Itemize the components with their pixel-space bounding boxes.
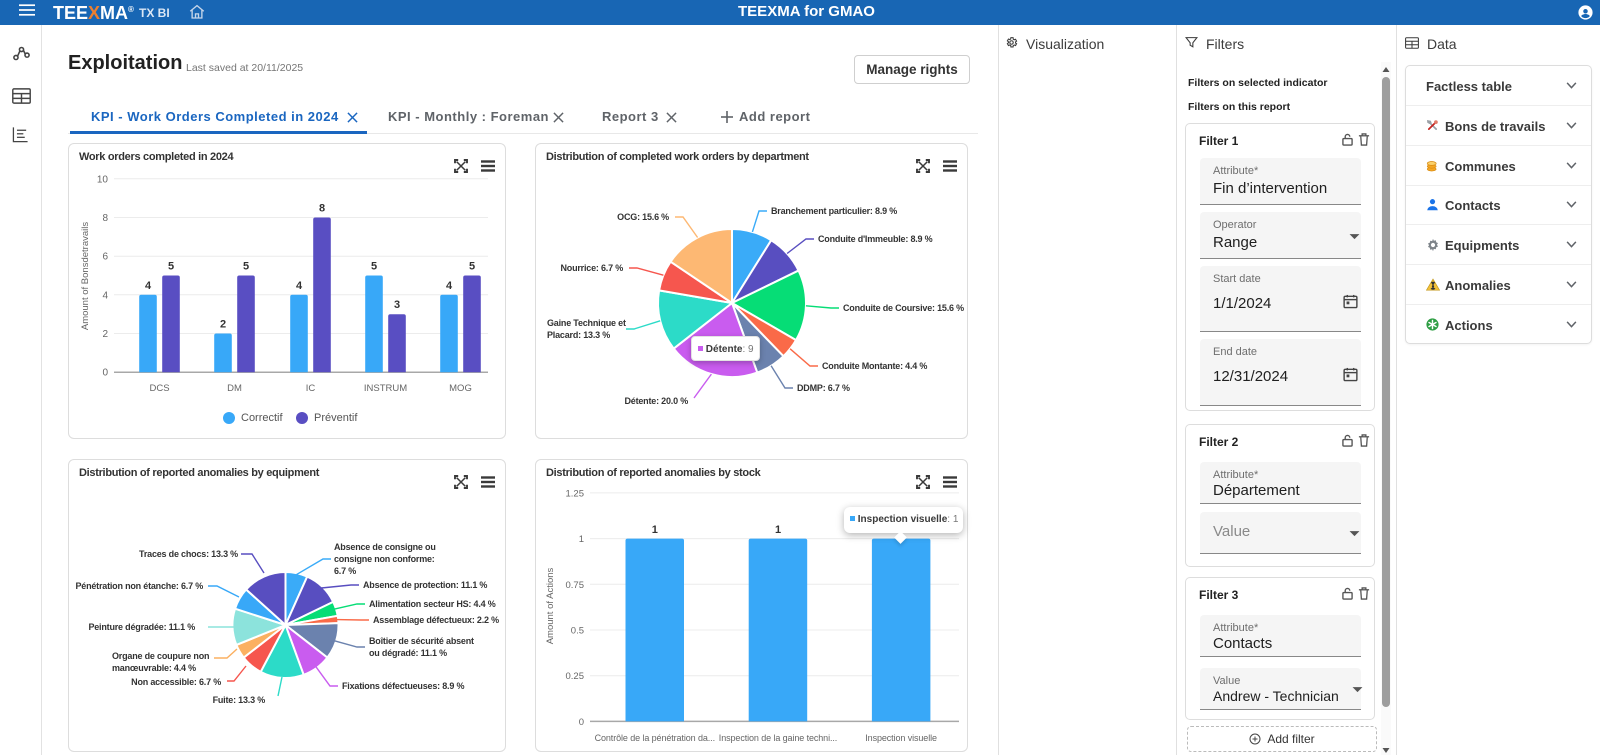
svg-text:1.25: 1.25	[566, 488, 585, 499]
svg-text:1: 1	[579, 534, 584, 545]
svg-text:5: 5	[371, 261, 377, 273]
svg-text:0: 0	[102, 368, 108, 379]
svg-text:Préventif: Préventif	[314, 412, 358, 424]
svg-text:Amount of Actions: Amount of Actions	[545, 567, 556, 644]
svg-text:10: 10	[97, 174, 109, 185]
svg-text:4: 4	[145, 280, 152, 292]
svg-text:DCS: DCS	[149, 383, 169, 394]
svg-text:4: 4	[102, 290, 108, 301]
svg-text:5: 5	[243, 261, 249, 273]
svg-text:Inspection de la gaine techni.: Inspection de la gaine techni...	[719, 733, 837, 743]
svg-text:INSTRUM: INSTRUM	[364, 383, 407, 394]
svg-text:0: 0	[579, 717, 584, 728]
svg-text:0.25: 0.25	[566, 671, 585, 682]
svg-text:0.75: 0.75	[566, 580, 585, 591]
svg-text:4: 4	[296, 280, 303, 292]
svg-text:6: 6	[102, 252, 108, 263]
svg-text:Amount of Bonsdetravails: Amount of Bonsdetravails	[80, 222, 91, 331]
svg-text:1: 1	[775, 524, 781, 536]
svg-text:8: 8	[102, 213, 108, 224]
svg-text:IC: IC	[306, 383, 316, 394]
svg-text:8: 8	[319, 203, 325, 215]
svg-text:4: 4	[446, 280, 453, 292]
svg-text:Contrôle de la pénétration da.: Contrôle de la pénétration da...	[595, 733, 715, 743]
svg-text:DM: DM	[227, 383, 242, 394]
svg-text:0.5: 0.5	[571, 626, 584, 637]
svg-text:3: 3	[394, 299, 400, 311]
svg-text:2: 2	[102, 329, 108, 340]
svg-text:5: 5	[469, 261, 475, 273]
svg-text:MOG: MOG	[449, 383, 472, 394]
svg-text:2: 2	[220, 319, 226, 331]
svg-text:Inspection visuelle: Inspection visuelle	[865, 733, 937, 743]
svg-text:1: 1	[652, 524, 658, 536]
svg-text:Correctif: Correctif	[241, 412, 284, 424]
svg-text:5: 5	[168, 261, 174, 273]
